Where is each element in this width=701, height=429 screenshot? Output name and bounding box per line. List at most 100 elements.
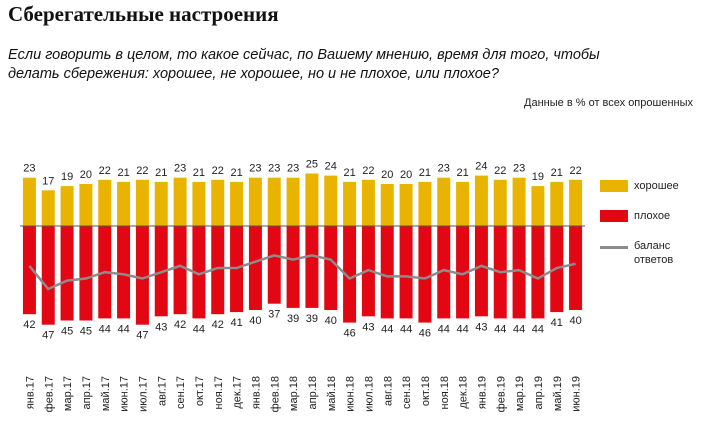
bar [173,226,187,315]
x-tick-label: ноя.18 [439,376,451,409]
data-label: 45 [61,326,73,338]
bar [343,226,357,323]
bar [380,226,394,319]
x-tick-label: авг.18 [382,376,394,406]
data-label: 21 [419,167,431,179]
bar [286,177,300,226]
bar [474,175,488,226]
legend-swatch [600,180,628,192]
data-label: 25 [306,159,318,171]
bar [192,226,206,319]
data-label: 46 [419,328,431,340]
bar [41,226,55,325]
x-tick-label: май.18 [326,376,338,411]
bar [380,184,394,226]
x-tick-label: мар.17 [62,376,74,411]
data-label: 39 [306,313,318,325]
data-label: 41 [230,317,242,329]
data-label: 47 [42,330,54,342]
data-label: 44 [513,323,525,335]
data-label: 45 [80,326,92,338]
bar [22,177,36,226]
bar [399,184,413,226]
x-tick-label: мар.18 [288,376,300,411]
bar [569,179,583,226]
bar [60,186,74,226]
data-label: 19 [61,171,73,183]
x-tick-label: ноя.17 [213,376,225,409]
x-tick-label: май.19 [552,376,564,411]
bar [343,181,357,226]
data-label: 22 [212,165,224,177]
bar [286,226,300,308]
data-label: 23 [249,163,261,175]
bar [117,226,131,319]
data-label: 22 [136,165,148,177]
data-label: 44 [438,323,450,335]
bar [135,179,149,226]
data-label: 22 [99,165,111,177]
x-tick-label: июн.17 [119,376,131,412]
title: Сберегательные настроения [8,2,279,26]
x-tick-label: апр.18 [307,376,319,409]
bar [41,190,55,226]
data-label: 43 [475,321,487,333]
x-tick-label: янв.17 [24,376,36,409]
line [28,254,576,291]
data-label: 21 [343,167,355,179]
bar [456,226,470,319]
data-label: 44 [193,323,205,335]
data-label: 42 [174,319,186,331]
data-label: 21 [230,167,242,179]
bar [117,181,131,226]
bar [267,226,281,304]
x-tick-label: мар.19 [514,376,526,411]
data-label: 22 [569,165,581,177]
data-label: 37 [268,309,280,321]
bar [22,226,36,315]
data-label: 39 [287,313,299,325]
x-tick-label: янв.18 [250,376,262,409]
data-label: 44 [381,323,393,335]
data-label: 21 [155,167,167,179]
data-label: 44 [532,323,544,335]
data-label: 24 [475,161,487,173]
data-label: 19 [532,171,544,183]
x-tick-label: дек.18 [458,376,470,409]
legend-label: баланс ответов [634,240,674,266]
x-tick-label: сен.18 [401,376,413,409]
bar [531,186,545,226]
bar [550,181,564,226]
x-tick-label: апр.19 [533,376,545,409]
x-tick-label: окт.18 [420,376,432,406]
data-label: 20 [80,169,92,181]
data-label: 44 [117,323,129,335]
bar [512,177,526,226]
bar [324,175,338,226]
x-tick-label: окт.17 [194,376,206,406]
bar [79,184,93,226]
data-label: 23 [513,163,525,175]
data-label: 21 [551,167,563,179]
x-tick-label: сен.17 [175,376,187,409]
bar [418,226,432,323]
data-label: 40 [325,315,337,327]
bar [531,226,545,319]
data-label: 23 [23,163,35,175]
bar [248,226,262,310]
legend-label: плохое [634,210,671,222]
bar [418,181,432,226]
x-tick-label: авг.17 [156,376,168,406]
bar [98,179,112,226]
bar [248,177,262,226]
data-label: 23 [287,163,299,175]
bar [437,177,451,226]
x-tick-label: фев.18 [269,376,281,412]
bar [493,179,507,226]
bar [211,226,225,315]
note: Данные в % от всех опрошенных [524,97,693,109]
bar [361,179,375,226]
bar [324,226,338,310]
